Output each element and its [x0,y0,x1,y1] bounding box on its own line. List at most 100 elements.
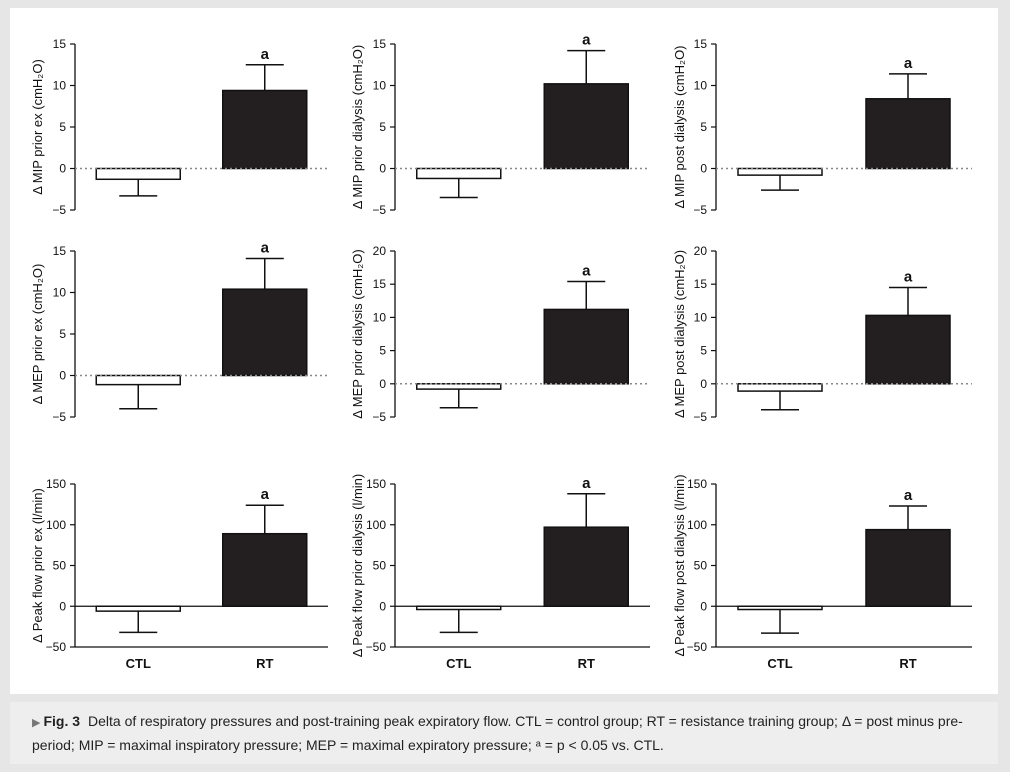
y-tick-label: 15 [53,244,67,258]
y-tick-label: 5 [379,120,386,134]
significance-label: a [261,46,270,63]
y-tick-label: 20 [373,244,387,258]
caption-label: Fig. 3 [43,713,81,729]
y-axis-label: Δ Peak flow prior ex (l/min) [30,488,45,643]
y-tick-label: 5 [700,120,707,134]
y-tick-label: 5 [59,120,66,134]
y-tick-label: 0 [379,377,386,391]
significance-label: a [582,263,591,280]
bar-ctl [95,605,181,612]
y-tick-label: 0 [59,369,66,383]
y-tick-label: 0 [700,599,707,613]
y-tick-label: 0 [59,162,66,176]
bar-ctl [416,167,502,180]
significance-label: a [582,475,591,492]
y-axis-label: Δ MIP post dialysis (cmH₂O) [672,45,687,208]
x-tick-label: RT [899,656,916,671]
significance-label: a [582,32,591,49]
x-tick-label: CTL [126,656,151,671]
significance-label: a [261,486,270,503]
y-tick-label: 150 [687,477,707,491]
chart-panel: −5 0 5 10 15 20 Δ MEP post dialysis (cmH₂O) a [672,244,972,424]
y-tick-label: 0 [379,599,386,613]
y-tick-label: 0 [59,599,66,613]
chart-panel: −5 0 5 10 15 20 Δ MEP prior dialysis (cmH₂O) a [350,244,650,424]
bar-rt [865,314,951,385]
x-tick-label: CTL [767,656,792,671]
significance-label: a [904,269,913,286]
y-tick-label: 0 [700,162,707,176]
y-tick-label: 5 [700,344,707,358]
bar-ctl [737,383,823,392]
bar-rt [543,308,629,385]
bar-rt [222,532,308,608]
figure-caption: ▶ Fig. 3 Delta of respiratory pressures an… [32,710,982,756]
y-tick-label: 100 [366,518,386,532]
caption-marker-icon: ▶ [32,717,41,729]
y-tick-label: 10 [694,79,708,93]
y-tick-label: −5 [372,203,386,217]
x-tick-label: RT [256,656,273,671]
significance-label: a [261,239,270,256]
y-tick-label: 10 [694,310,708,324]
y-tick-label: −50 [366,640,387,654]
y-tick-label: 50 [694,559,708,573]
bar-rt [865,98,951,170]
y-tick-label: 100 [46,518,66,532]
significance-label: a [904,487,913,504]
bar-rt [543,526,629,608]
y-tick-label: −50 [687,640,708,654]
bar-ctl [95,167,181,181]
y-tick-label: 10 [373,310,387,324]
y-tick-label: 150 [366,477,386,491]
y-tick-label: −5 [52,203,66,217]
y-tick-label: 10 [373,79,387,93]
y-tick-label: 50 [53,559,67,573]
y-tick-label: −5 [693,410,707,424]
y-axis-label: Δ MEP prior ex (cmH₂O) [30,264,45,405]
bar-ctl [95,374,181,386]
chart-panel: −5 0 5 10 15 Δ MIP prior ex (cmH₂O) a [30,37,328,217]
y-tick-label: −5 [52,410,66,424]
y-tick-label: 50 [373,559,387,573]
y-tick-label: −50 [46,640,67,654]
y-tick-label: 150 [46,477,66,491]
bar-ctl [416,383,502,390]
caption-text: Delta of respiratory pressures and post-… [32,713,963,753]
y-tick-label: 15 [373,37,387,51]
bar-rt [222,288,308,377]
y-tick-label: 10 [53,79,67,93]
y-axis-label: Δ MIP prior dialysis (cmH₂O) [350,45,365,209]
y-tick-label: 10 [53,286,67,300]
y-tick-label: 0 [379,162,386,176]
y-axis-label: Δ MIP prior ex (cmH₂O) [30,59,45,195]
y-tick-label: −5 [372,410,386,424]
y-tick-label: 15 [373,277,387,291]
bar-rt [543,83,629,170]
bar-ctl [737,167,823,176]
y-tick-label: 5 [59,327,66,341]
bar-rt [222,89,308,170]
y-tick-label: 100 [687,518,707,532]
bar-rt [865,528,951,608]
chart-panel: −5 0 5 10 15 Δ MIP post dialysis (cmH₂O) a [672,37,972,217]
y-axis-label: Δ Peak flow post dialysis (l/min) [672,474,687,656]
significance-label: a [904,55,913,72]
y-tick-label: 0 [700,377,707,391]
y-tick-label: 15 [694,37,708,51]
figure-panel: −5 0 5 10 15 Δ MIP prior ex (cmH₂O) a −5 0 5 10 15 Δ… [10,8,998,694]
y-axis-label: Δ MEP post dialysis (cmH₂O) [672,250,687,418]
y-tick-label: −5 [693,203,707,217]
x-tick-label: CTL [446,656,471,671]
y-axis-label: Δ Peak flow prior dialysis (l/min) [350,474,365,658]
chart-panel: −5 0 5 10 15 Δ MIP prior dialysis (cmH₂O) a [350,32,650,217]
y-tick-label: 5 [379,344,386,358]
y-tick-label: 20 [694,244,708,258]
y-axis-label: Δ MEP prior dialysis (cmH₂O) [350,249,365,419]
x-tick-label: RT [578,656,595,671]
y-tick-label: 15 [694,277,708,291]
